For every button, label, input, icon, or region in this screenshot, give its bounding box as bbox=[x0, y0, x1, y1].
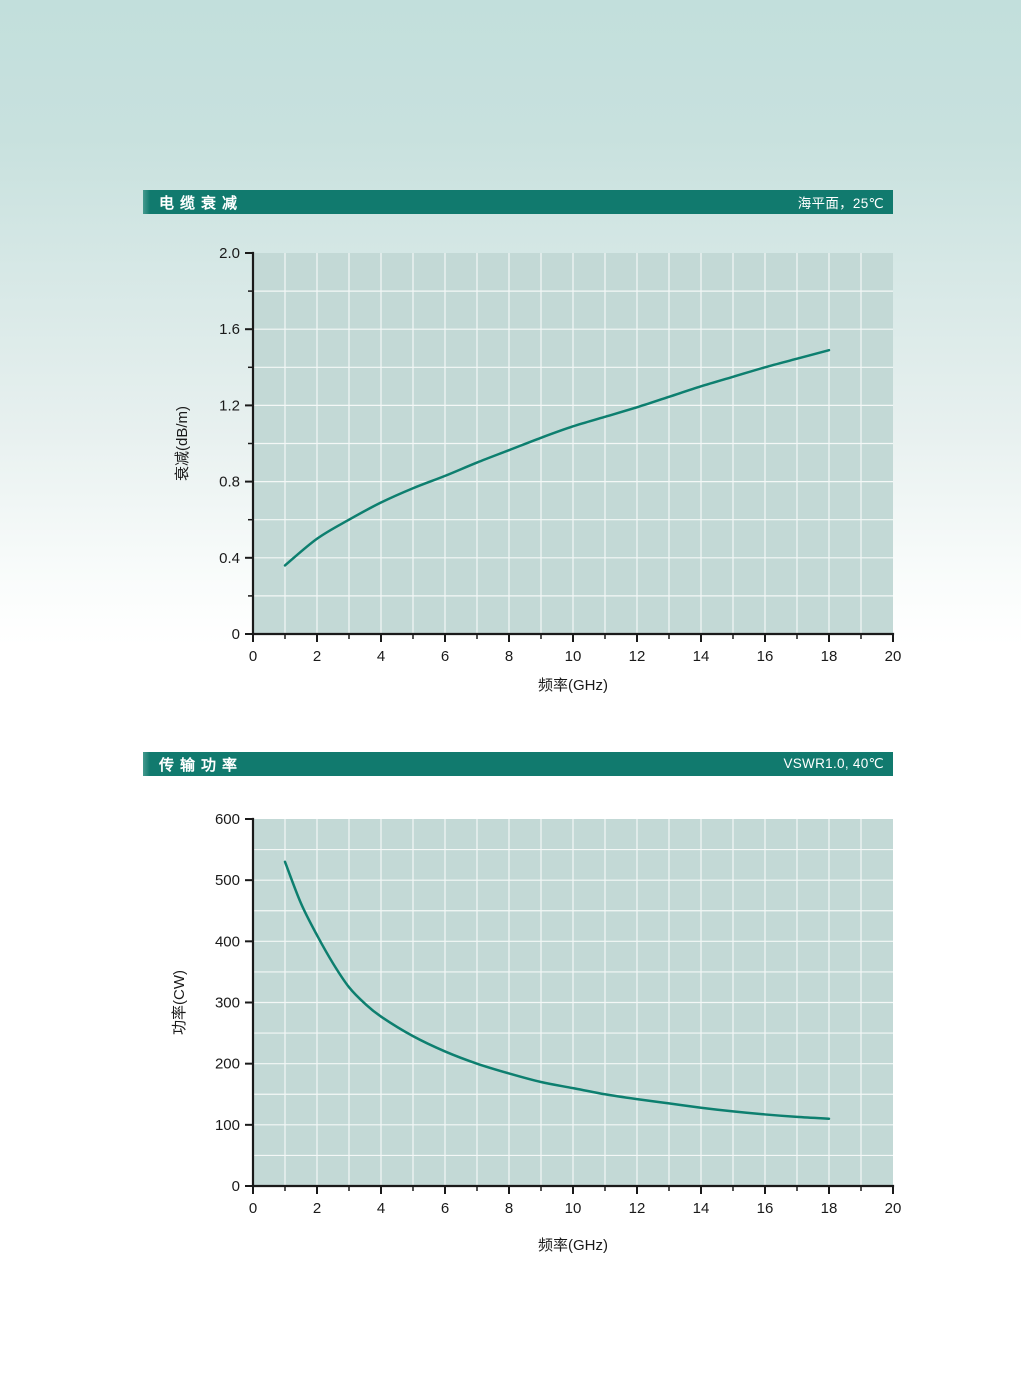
x-tick-label: 6 bbox=[441, 1200, 449, 1217]
x-tick-label: 14 bbox=[693, 648, 710, 665]
attenuation-curve bbox=[283, 348, 831, 567]
x-tick-label: 20 bbox=[885, 1200, 902, 1217]
gridlines bbox=[253, 819, 893, 1186]
power-header-bar: 传输功率 VSWR1.0, 40℃ bbox=[143, 752, 893, 776]
x-tick-label: 16 bbox=[757, 1200, 774, 1217]
x-axis-title: 频率(GHz) bbox=[538, 1237, 608, 1254]
power-chart: 0 2 4 6 8 10 12 14 16 18 200100200300400500600频率(G… bbox=[171, 811, 901, 1254]
y-tick-label: 0.4 bbox=[219, 550, 240, 567]
x-tick-label: 12 bbox=[629, 1200, 646, 1217]
x-tick-label: 0 bbox=[249, 1200, 257, 1217]
y-tick-label: 100 bbox=[215, 1117, 240, 1134]
y-tick-label: 1.2 bbox=[219, 397, 240, 414]
x-tick-label: 8 bbox=[505, 648, 513, 665]
x-tick-label: 10 bbox=[565, 1200, 582, 1217]
y-axis-title: 功率(CW) bbox=[171, 970, 188, 1035]
attenuation-title: 电缆衰减 bbox=[159, 194, 244, 212]
x-tick-label: 14 bbox=[693, 1200, 710, 1217]
minor-ticks bbox=[284, 1186, 862, 1191]
attenuation-condition: 海平面，25℃ bbox=[797, 196, 884, 211]
x-tick-label: 18 bbox=[821, 648, 838, 665]
y-tick-label: 400 bbox=[215, 933, 240, 950]
x-tick-label: 10 bbox=[565, 648, 582, 665]
y-tick-label: 1.6 bbox=[219, 321, 240, 338]
major-ticks bbox=[245, 252, 894, 642]
y-tick-label: 600 bbox=[215, 811, 240, 828]
minor-ticks bbox=[248, 290, 862, 639]
x-axis-title: 频率(GHz) bbox=[538, 677, 608, 694]
y-tick-label: 0 bbox=[232, 626, 240, 643]
x-tick-label: 20 bbox=[885, 648, 902, 665]
x-tick-label: 12 bbox=[629, 648, 646, 665]
y-tick-label: 200 bbox=[215, 1056, 240, 1073]
x-tick-label: 16 bbox=[757, 648, 774, 665]
y-tick-label: 0 bbox=[232, 1178, 240, 1195]
x-tick-label: 4 bbox=[377, 1200, 385, 1217]
attenuation-header-bar: 电缆衰减 海平面，25℃ bbox=[143, 190, 893, 214]
power-condition: VSWR1.0, 40℃ bbox=[783, 756, 884, 771]
x-tick-label: 8 bbox=[505, 1200, 513, 1217]
power-curve bbox=[283, 860, 831, 1120]
tick-labels: 0 2 4 6 8 10 12 14 16 18 20 0 0.4 0.8 1.2 1.6 2.0 bbox=[219, 245, 901, 665]
x-tick-label: 6 bbox=[441, 648, 449, 665]
gridlines bbox=[253, 253, 893, 634]
x-tick-label: 0 bbox=[249, 648, 257, 665]
power-title: 传输功率 bbox=[159, 756, 244, 774]
x-tick-label: 2 bbox=[313, 648, 321, 665]
y-axis-title: 衰减(dB/m) bbox=[174, 406, 191, 481]
y-tick-label: 500 bbox=[215, 872, 240, 889]
y-tick-label: 0.8 bbox=[219, 474, 240, 491]
attenuation-chart: 0 2 4 6 8 10 12 14 16 18 20 0 0.4 0.8 1.2 1.6 2.0 频率(GHz)… bbox=[174, 245, 901, 694]
x-tick-label: 4 bbox=[377, 648, 385, 665]
y-tick-label: 300 bbox=[215, 995, 240, 1012]
x-tick-label: 2 bbox=[313, 1200, 321, 1217]
x-tick-label: 18 bbox=[821, 1200, 838, 1217]
y-tick-label: 2.0 bbox=[219, 245, 240, 262]
major-ticks bbox=[245, 818, 894, 1194]
